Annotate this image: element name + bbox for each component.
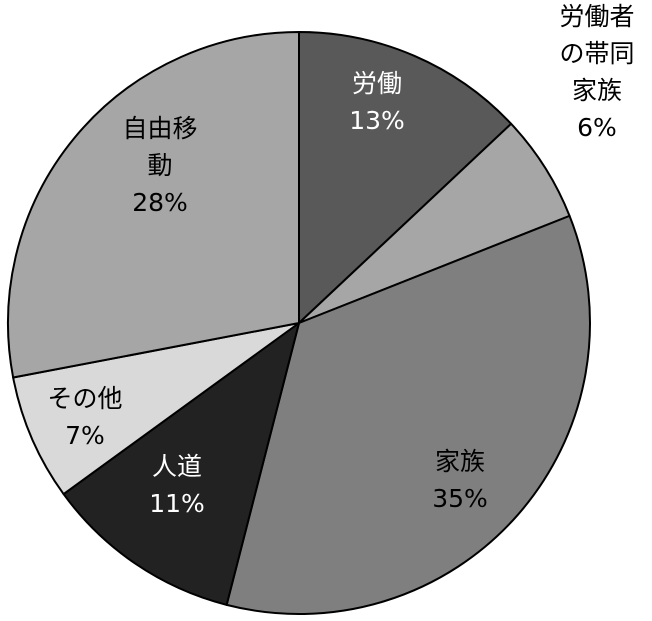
slice-name-5-line-0: 自由移 <box>122 114 197 143</box>
slice-percent-1: 6% <box>577 113 617 142</box>
pie-slice-4 <box>12 322 300 496</box>
slice-label-3: 人道 11% <box>149 452 205 518</box>
slice-percent-0: 13% <box>349 106 405 135</box>
slice-name-3-line-0: 人道 <box>152 452 202 481</box>
slice-name-0-line-0: 労働 <box>352 69 402 98</box>
slice-percent-4: 7% <box>65 421 105 450</box>
slice-label-2: 家族 35% <box>432 447 488 513</box>
slice-label-0: 労働 13% <box>349 69 405 135</box>
pie-slice-0 <box>298 31 513 324</box>
slice-name-5-line-1: 動 <box>147 151 172 180</box>
slice-name-1-line-1: の帯同 <box>559 39 634 68</box>
slice-percent-2: 35% <box>432 484 488 513</box>
slice-percent-5: 28% <box>132 188 188 217</box>
slice-name-1-line-0: 労働者 <box>559 2 634 31</box>
slices-layer <box>6 31 591 615</box>
pie-slice-2 <box>225 214 591 615</box>
slice-percent-3: 11% <box>149 489 205 518</box>
slice-name-4-line-0: その他 <box>47 384 122 413</box>
slice-name-1-line-2: 家族 <box>572 76 622 105</box>
slice-label-4: その他 7% <box>47 384 122 450</box>
pie-slice-3 <box>62 322 300 606</box>
pie-slice-5 <box>6 31 300 379</box>
slice-name-2-line-0: 家族 <box>435 447 485 476</box>
